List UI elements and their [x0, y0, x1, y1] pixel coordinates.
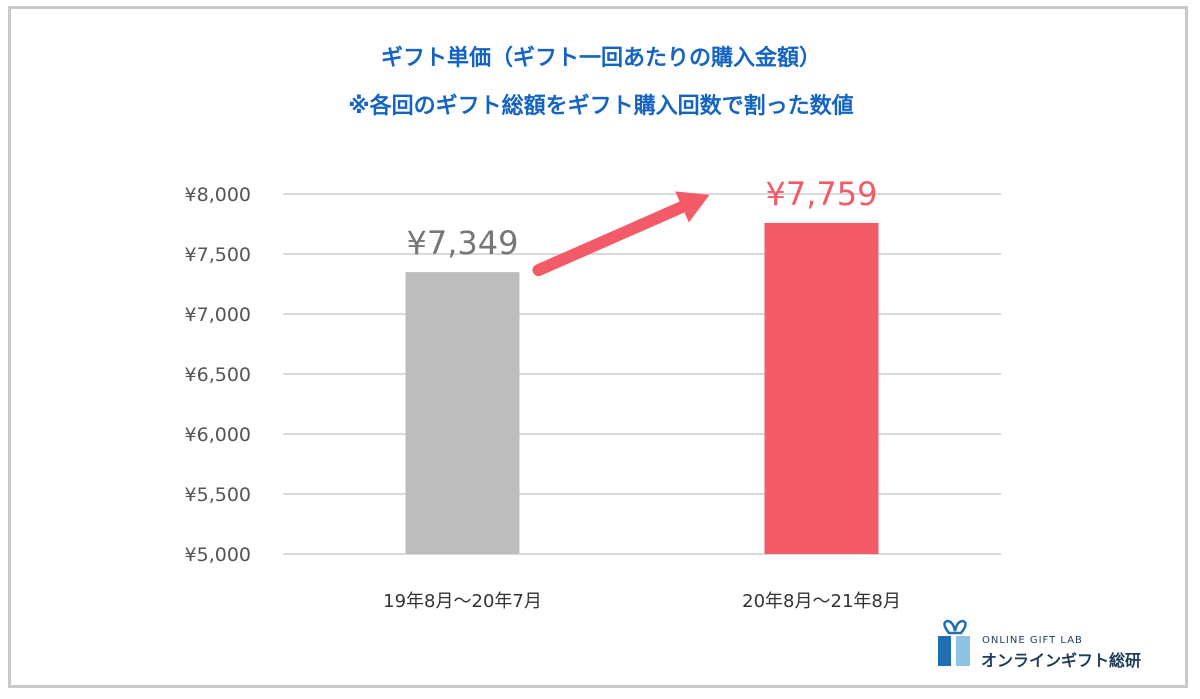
- y-tick-label: ¥8,000: [185, 184, 251, 206]
- arrow-shaft: [532, 200, 689, 277]
- value-label: ¥7,759: [766, 175, 878, 213]
- bars: [405, 222, 879, 555]
- bar-chart: ギフト単価（ギフト一回あたりの購入金額） ※各回のギフト総額をギフト購入回数で割…: [185, 45, 1142, 670]
- category-label: 20年8月〜21年8月: [742, 591, 901, 612]
- gift-box-icon: [938, 619, 970, 666]
- y-tick-label: ¥6,500: [185, 364, 251, 386]
- brand-logo: ONLINE GIFT LAB オンラインギフト総研: [938, 619, 1141, 670]
- increase-arrow: [532, 191, 710, 277]
- x-axis-categories: 19年8月〜20年7月 20年8月〜21年8月: [383, 591, 901, 612]
- value-label: ¥7,349: [407, 224, 519, 262]
- y-tick-label: ¥5,500: [185, 484, 251, 506]
- grid-lines: [283, 193, 1001, 555]
- chart-subtitle: ※各回のギフト総額をギフト購入回数で割った数値: [348, 93, 853, 119]
- value-labels: ¥7,349 ¥7,759: [407, 175, 878, 262]
- bar: [764, 222, 879, 555]
- y-tick-label: ¥5,000: [185, 544, 251, 566]
- y-tick-label: ¥7,500: [185, 244, 251, 266]
- bar: [405, 272, 520, 554]
- y-axis-ticks: ¥5,000 ¥5,500 ¥6,000 ¥6,500 ¥7,000 ¥7,500 ¥8,0…: [185, 184, 251, 566]
- y-tick-label: ¥7,000: [185, 304, 251, 326]
- logo-title: オンラインギフト総研: [981, 651, 1141, 670]
- y-tick-label: ¥6,000: [185, 424, 251, 446]
- chart-frame: ギフト単価（ギフト一回あたりの購入金額） ※各回のギフト総額をギフト購入回数で割…: [8, 6, 1188, 688]
- chart-title: ギフト単価（ギフト一回あたりの購入金額）: [381, 45, 821, 71]
- category-label: 19年8月〜20年7月: [383, 591, 542, 612]
- logo-subtitle: ONLINE GIFT LAB: [982, 635, 1083, 646]
- arrow-head: [675, 191, 710, 223]
